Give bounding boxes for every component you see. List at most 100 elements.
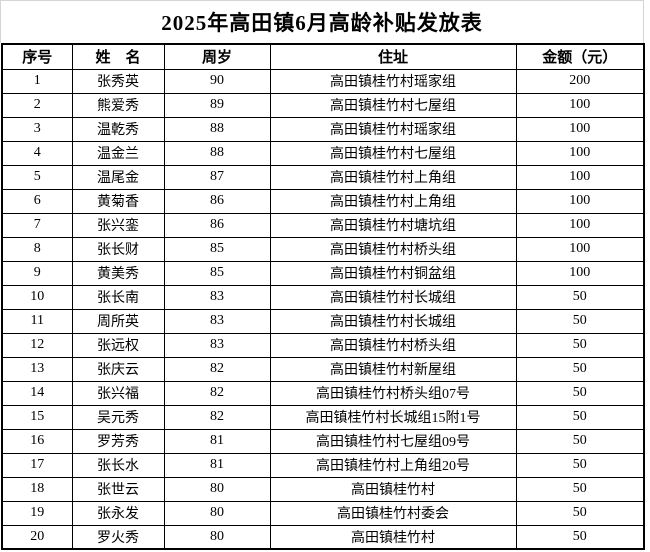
cell-age: 81 (163, 428, 271, 454)
cell-address: 高田镇桂竹村上角组 (269, 164, 517, 190)
cell-index: 9 (1, 260, 73, 286)
cell-amount: 100 (515, 236, 645, 262)
cell-name: 吴元秀 (71, 404, 165, 430)
table-row: 17 张长水 81 高田镇桂竹村上角组20号 50 (1, 452, 645, 478)
cell-name: 熊爱秀 (71, 92, 165, 118)
cell-index: 18 (1, 476, 73, 502)
cell-name: 黄美秀 (71, 260, 165, 286)
cell-age: 82 (163, 356, 271, 382)
cell-age: 80 (163, 500, 271, 526)
cell-index: 5 (1, 164, 73, 190)
table-row: 20 罗火秀 80 高田镇桂竹村 50 (1, 524, 645, 550)
cell-index: 11 (1, 308, 73, 334)
cell-index: 7 (1, 212, 73, 238)
cell-address: 高田镇桂竹村新屋组 (269, 356, 517, 382)
cell-index: 2 (1, 92, 73, 118)
table-row: 16 罗芳秀 81 高田镇桂竹村七屋组09号 50 (1, 428, 645, 454)
cell-address: 高田镇桂竹村七屋组 (269, 92, 517, 118)
cell-address: 高田镇桂竹村上角组20号 (269, 452, 517, 478)
cell-index: 1 (1, 68, 73, 94)
table-row: 11 周所英 83 高田镇桂竹村长城组 50 (1, 308, 645, 334)
cell-amount: 50 (515, 332, 645, 358)
cell-address: 高田镇桂竹村塘坑组 (269, 212, 517, 238)
column-header-amount: 金额（元） (515, 43, 645, 70)
cell-age: 81 (163, 452, 271, 478)
column-header-name: 姓 名 (71, 43, 165, 70)
cell-address: 高田镇桂竹村瑶家组 (269, 68, 517, 94)
cell-amount: 200 (515, 68, 645, 94)
cell-amount: 100 (515, 116, 645, 142)
table-row: 6 黄菊香 86 高田镇桂竹村上角组 100 (1, 188, 645, 214)
cell-amount: 100 (515, 164, 645, 190)
cell-age: 88 (163, 140, 271, 166)
table-row: 14 张兴福 82 高田镇桂竹村桥头组07号 50 (1, 380, 645, 406)
cell-address: 高田镇桂竹村瑶家组 (269, 116, 517, 142)
cell-age: 82 (163, 380, 271, 406)
cell-age: 86 (163, 212, 271, 238)
cell-index: 19 (1, 500, 73, 526)
cell-address: 高田镇桂竹村铜盆组 (269, 260, 517, 286)
table-row: 12 张远权 83 高田镇桂竹村桥头组 50 (1, 332, 645, 358)
cell-address: 高田镇桂竹村委会 (269, 500, 517, 526)
cell-age: 85 (163, 236, 271, 262)
cell-address: 高田镇桂竹村七屋组09号 (269, 428, 517, 454)
cell-age: 85 (163, 260, 271, 286)
cell-index: 15 (1, 404, 73, 430)
cell-age: 86 (163, 188, 271, 214)
cell-address: 高田镇桂竹村桥头组 (269, 236, 517, 262)
table-row: 4 温金兰 88 高田镇桂竹村七屋组 100 (1, 140, 645, 166)
cell-name: 黄菊香 (71, 188, 165, 214)
cell-amount: 50 (515, 428, 645, 454)
table-row: 9 黄美秀 85 高田镇桂竹村铜盆组 100 (1, 260, 645, 286)
cell-name: 温金兰 (71, 140, 165, 166)
cell-amount: 50 (515, 524, 645, 550)
cell-name: 张秀英 (71, 68, 165, 94)
cell-amount: 50 (515, 476, 645, 502)
cell-index: 14 (1, 380, 73, 406)
cell-name: 周所英 (71, 308, 165, 334)
cell-age: 80 (163, 524, 271, 550)
cell-amount: 100 (515, 188, 645, 214)
cell-name: 张永发 (71, 500, 165, 526)
cell-name: 温尾金 (71, 164, 165, 190)
cell-name: 罗芳秀 (71, 428, 165, 454)
cell-address: 高田镇桂竹村长城组 (269, 308, 517, 334)
table-row: 2 熊爱秀 89 高田镇桂竹村七屋组 100 (1, 92, 645, 118)
cell-index: 20 (1, 524, 73, 550)
table-row: 3 温乾秀 88 高田镇桂竹村瑶家组 100 (1, 116, 645, 142)
cell-index: 8 (1, 236, 73, 262)
cell-age: 87 (163, 164, 271, 190)
table-body: 1 张秀英 90 高田镇桂竹村瑶家组 200 2 熊爱秀 89 高田镇桂竹村七屋组 100 3 温乾秀… (1, 68, 645, 550)
table-row: 15 吴元秀 82 高田镇桂竹村长城组15附1号 50 (1, 404, 645, 430)
cell-address: 高田镇桂竹村上角组 (269, 188, 517, 214)
cell-age: 90 (163, 68, 271, 94)
cell-index: 13 (1, 356, 73, 382)
cell-name: 张兴福 (71, 380, 165, 406)
table-row: 7 张兴銮 86 高田镇桂竹村塘坑组 100 (1, 212, 645, 238)
table-header: 序号 姓 名 周岁 住址 金额（元） (1, 43, 645, 70)
cell-address: 高田镇桂竹村长城组 (269, 284, 517, 310)
cell-age: 83 (163, 308, 271, 334)
cell-amount: 50 (515, 356, 645, 382)
subsidy-table: 序号 姓 名 周岁 住址 金额（元） 1 张秀英 90 高田镇桂竹村瑶家组 200 2 熊爱… (1, 43, 645, 550)
cell-address: 高田镇桂竹村 (269, 476, 517, 502)
column-header-address: 住址 (269, 43, 517, 70)
cell-amount: 100 (515, 260, 645, 286)
header-row: 序号 姓 名 周岁 住址 金额（元） (1, 43, 645, 70)
cell-name: 张世云 (71, 476, 165, 502)
cell-name: 张长南 (71, 284, 165, 310)
cell-amount: 100 (515, 140, 645, 166)
cell-amount: 50 (515, 284, 645, 310)
cell-age: 88 (163, 116, 271, 142)
cell-amount: 50 (515, 380, 645, 406)
table-row: 19 张永发 80 高田镇桂竹村委会 50 (1, 500, 645, 526)
table-row: 10 张长南 83 高田镇桂竹村长城组 50 (1, 284, 645, 310)
cell-name: 张长财 (71, 236, 165, 262)
cell-name: 张兴銮 (71, 212, 165, 238)
cell-age: 89 (163, 92, 271, 118)
cell-age: 82 (163, 404, 271, 430)
cell-amount: 50 (515, 500, 645, 526)
cell-address: 高田镇桂竹村七屋组 (269, 140, 517, 166)
cell-amount: 100 (515, 212, 645, 238)
cell-address: 高田镇桂竹村桥头组07号 (269, 380, 517, 406)
